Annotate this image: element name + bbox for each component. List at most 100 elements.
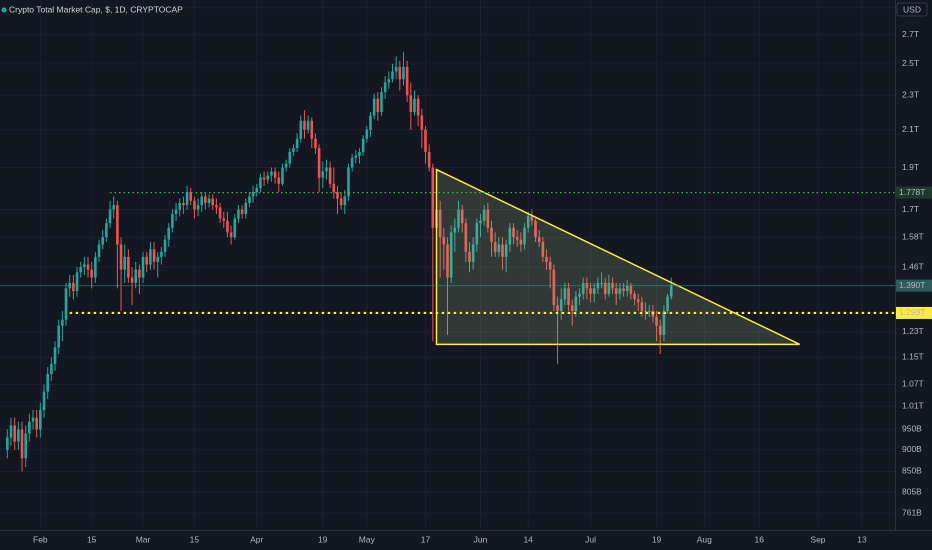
candle-body	[559, 299, 563, 311]
candle-body	[526, 216, 530, 228]
candle-body	[592, 288, 596, 294]
candle-body	[171, 214, 174, 228]
candle-body	[130, 277, 134, 283]
candle-body	[398, 66, 402, 80]
x-tick-label: Feb	[33, 534, 48, 544]
candle-body	[193, 200, 196, 210]
candle-body	[163, 239, 167, 252]
candle-body	[442, 237, 446, 245]
candle-body	[427, 151, 431, 168]
y-tick-label: 850B	[902, 466, 922, 476]
candle-body	[207, 198, 211, 203]
candle-body	[629, 285, 633, 294]
candle-body	[204, 196, 207, 203]
candle-body	[658, 325, 662, 335]
y-tick-label: 2.1T	[902, 124, 919, 134]
candle-body	[39, 410, 42, 430]
candle-body	[218, 207, 222, 219]
candle-body	[409, 95, 413, 113]
y-tick-label: 1.07T	[902, 379, 924, 389]
candle-body	[112, 205, 116, 210]
candle-body	[350, 157, 354, 168]
candle-body	[61, 319, 64, 326]
x-tick-label: 13	[857, 534, 867, 544]
candle-body	[336, 192, 339, 199]
candle-body	[644, 310, 647, 312]
candle-body	[196, 205, 200, 210]
candle-body	[545, 256, 548, 262]
last-price-label: 1.390T	[899, 280, 925, 290]
candle-body	[534, 220, 537, 238]
candle-body	[387, 79, 391, 83]
candle-body	[321, 171, 325, 178]
candle-body	[90, 269, 94, 278]
candle-body	[295, 138, 299, 149]
candle-body	[167, 227, 171, 240]
candle-body	[141, 256, 145, 278]
status-dot	[1, 7, 7, 13]
candle-body	[600, 282, 603, 284]
candle-body	[116, 205, 119, 245]
candle-body	[438, 209, 442, 238]
candle-body	[537, 237, 541, 243]
candle-body	[182, 202, 185, 206]
candle-body	[215, 205, 218, 208]
last-price-box	[896, 279, 932, 292]
chart-title: Crypto Total Market Cap, $, 1D, CRYPTOCA…	[9, 4, 183, 14]
candle-body	[501, 244, 504, 257]
candle-body	[413, 98, 416, 113]
candle-body	[614, 288, 618, 294]
candle-body	[222, 218, 226, 221]
candle-body	[13, 425, 16, 442]
y-tick-label: 2.5T	[902, 58, 919, 68]
candle-body	[42, 391, 46, 411]
candle-body	[145, 256, 149, 265]
candle-body	[493, 242, 497, 252]
candle-body	[299, 120, 303, 139]
candle-body	[28, 421, 31, 434]
candle-body	[303, 120, 306, 130]
candle-body	[347, 167, 350, 197]
y-tick-label: 2.7T	[902, 29, 919, 39]
y-tick-label: 1.23T	[902, 326, 924, 336]
candle-body	[361, 138, 365, 152]
candle-body	[79, 267, 82, 273]
candle-body	[633, 293, 636, 300]
x-tick-label: Mar	[136, 534, 151, 544]
candle-body	[490, 227, 493, 243]
candle-body	[457, 209, 460, 228]
candle-body	[482, 209, 486, 221]
candle-body	[468, 251, 471, 262]
candle-body	[240, 209, 244, 215]
currency[interactable]: USD	[903, 4, 921, 14]
candle-body	[35, 417, 38, 430]
candle-body	[556, 305, 559, 311]
candle-body	[449, 232, 453, 278]
candle-body	[416, 98, 420, 116]
candle-body	[669, 285, 673, 297]
candle-body	[138, 269, 141, 278]
candle-body	[134, 269, 138, 283]
candle-body	[376, 98, 380, 113]
candle-body	[6, 437, 9, 450]
candle-body	[211, 198, 215, 206]
x-tick-label: Sep	[810, 534, 825, 544]
candle-body	[149, 249, 152, 265]
candle-body	[277, 177, 281, 184]
candle-body	[512, 227, 515, 238]
currency-box[interactable]	[896, 2, 928, 17]
x-tick-label: 16	[755, 534, 765, 544]
level-box	[896, 186, 932, 199]
candle-body	[244, 202, 248, 215]
candle-body	[460, 209, 464, 224]
y-tick-label: 1.15T	[902, 351, 924, 361]
candle-body	[636, 299, 640, 303]
x-tick-label: 14	[523, 534, 533, 544]
candle-body	[574, 296, 578, 311]
candle-body	[229, 232, 233, 238]
candle-body	[292, 148, 295, 152]
candle-body	[273, 171, 277, 178]
candle-body	[255, 187, 259, 193]
x-tick-label: Jul	[585, 534, 596, 544]
